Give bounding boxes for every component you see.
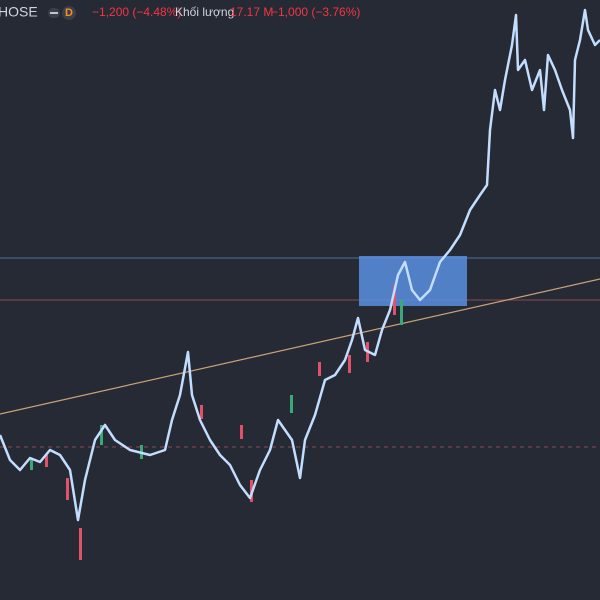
symbol: HOSE (0, 4, 38, 20)
candle (400, 300, 403, 325)
candle (290, 395, 293, 413)
candle (393, 285, 396, 315)
trend-line (0, 278, 600, 415)
candle (30, 458, 33, 470)
volume-change: −1,000 (−3.76%) (271, 5, 360, 19)
volume: 17.17 M (230, 5, 273, 19)
candle (45, 455, 48, 467)
interval-badge[interactable] (62, 6, 76, 20)
price-trace (0, 8, 600, 522)
candle (79, 528, 82, 560)
volume-label: Khối lượng (175, 5, 234, 19)
candle (100, 425, 103, 445)
candle (240, 425, 243, 439)
candle (318, 362, 321, 376)
interval: D (65, 7, 73, 19)
highlight-box (359, 256, 467, 306)
toggle-icon-bar (50, 12, 58, 14)
candle (200, 405, 203, 419)
candle (66, 478, 69, 500)
candle (348, 355, 351, 373)
price-change: −1,200 (−4.48%) (92, 5, 181, 19)
